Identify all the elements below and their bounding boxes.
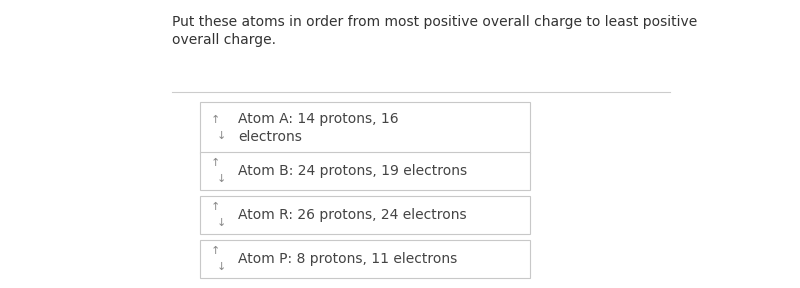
Text: ↑: ↑ (210, 246, 220, 256)
Text: ↑: ↑ (210, 158, 220, 168)
Text: ↑: ↑ (210, 115, 220, 125)
Text: ↓: ↓ (216, 131, 226, 141)
Text: Put these atoms in order from most positive overall charge to least positive
ove: Put these atoms in order from most posit… (172, 15, 698, 48)
Text: Atom B: 24 protons, 19 electrons: Atom B: 24 protons, 19 electrons (238, 164, 467, 178)
Text: Atom A: 14 protons, 16
electrons: Atom A: 14 protons, 16 electrons (238, 112, 398, 144)
Bar (200, 240, 530, 278)
Text: ↓: ↓ (216, 262, 226, 272)
Text: ↓: ↓ (216, 174, 226, 184)
Bar (200, 152, 530, 190)
Bar (200, 102, 530, 154)
Text: Atom P: 8 protons, 11 electrons: Atom P: 8 protons, 11 electrons (238, 252, 458, 266)
Text: Atom R: 26 protons, 24 electrons: Atom R: 26 protons, 24 electrons (238, 208, 466, 222)
Text: ↑: ↑ (210, 202, 220, 212)
Text: ↓: ↓ (216, 218, 226, 228)
Bar (200, 196, 530, 234)
